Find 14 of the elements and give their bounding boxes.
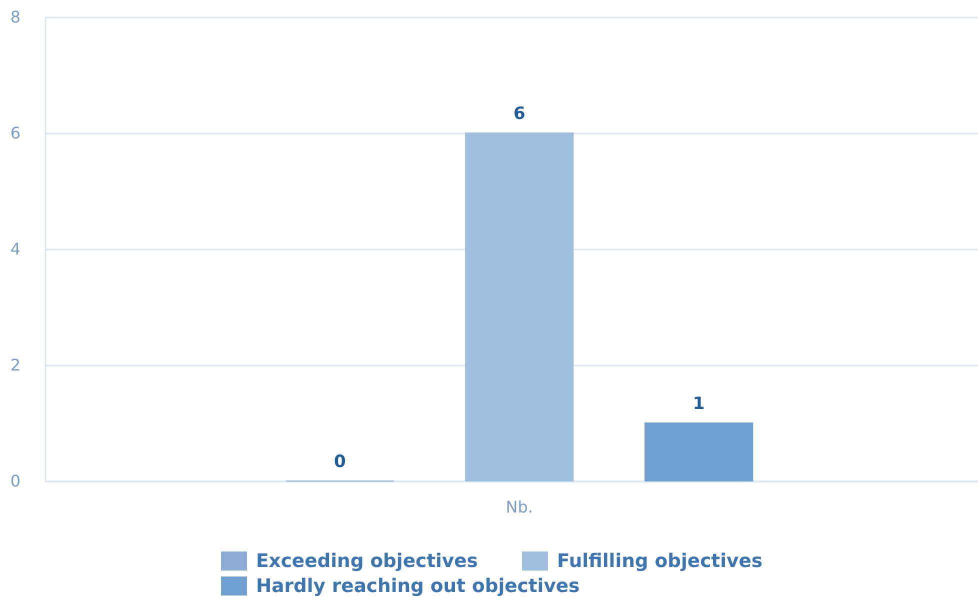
y-tick-label: 2: [10, 356, 20, 374]
data-label: 0: [334, 452, 346, 472]
y-tick-label: 8: [10, 8, 20, 26]
legend-label: Hardly reaching out objectives: [256, 576, 580, 597]
y-tick-label: 4: [10, 240, 20, 258]
bar: [465, 132, 574, 482]
x-tick-label: Nb.: [506, 498, 534, 516]
data-label: 1: [692, 394, 705, 414]
bar: [644, 422, 754, 482]
legend-label: Fulfilling objectives: [557, 551, 762, 572]
data-label: 6: [513, 104, 526, 124]
y-tick-label: 6: [10, 124, 20, 142]
y-tick-label: 0: [10, 472, 20, 490]
legend-label: Exceeding objectives: [256, 551, 478, 572]
